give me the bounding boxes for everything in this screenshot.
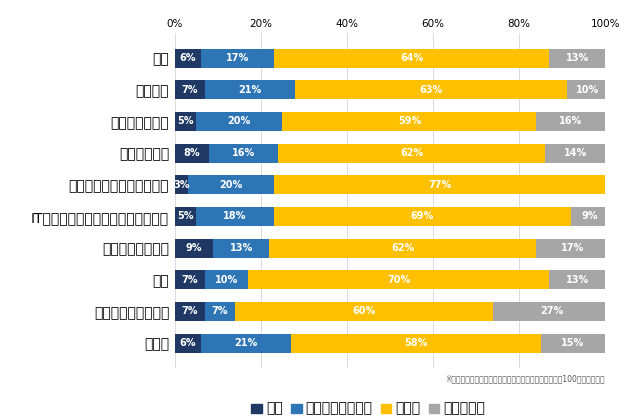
- Text: 58%: 58%: [404, 338, 427, 348]
- Text: 64%: 64%: [400, 53, 423, 63]
- Bar: [196, 112, 282, 131]
- Text: 69%: 69%: [411, 212, 434, 222]
- Bar: [175, 48, 200, 68]
- Bar: [571, 207, 610, 226]
- Bar: [549, 270, 605, 289]
- Bar: [175, 175, 188, 194]
- Bar: [209, 144, 278, 163]
- Bar: [537, 239, 610, 257]
- Text: 7%: 7%: [182, 275, 198, 285]
- Bar: [270, 239, 537, 257]
- Text: 18%: 18%: [223, 212, 246, 222]
- Text: 17%: 17%: [562, 243, 585, 253]
- Bar: [235, 302, 494, 321]
- Text: 14%: 14%: [563, 148, 587, 158]
- Text: 9%: 9%: [582, 212, 598, 222]
- Text: 17%: 17%: [225, 53, 249, 63]
- Bar: [175, 302, 205, 321]
- Text: 21%: 21%: [234, 338, 257, 348]
- Text: 63%: 63%: [419, 85, 442, 95]
- Bar: [540, 334, 605, 353]
- Bar: [175, 270, 205, 289]
- Text: 3%: 3%: [173, 180, 190, 190]
- Bar: [200, 334, 291, 353]
- Bar: [200, 48, 274, 68]
- Text: 27%: 27%: [540, 306, 563, 316]
- Bar: [248, 270, 549, 289]
- Bar: [274, 207, 571, 226]
- Text: 21%: 21%: [238, 85, 261, 95]
- Bar: [175, 239, 213, 257]
- Bar: [196, 207, 274, 226]
- Bar: [274, 48, 549, 68]
- Bar: [205, 80, 295, 99]
- Bar: [295, 80, 567, 99]
- Text: 20%: 20%: [228, 117, 251, 127]
- Text: 6%: 6%: [179, 338, 196, 348]
- Text: 9%: 9%: [186, 243, 202, 253]
- Bar: [549, 48, 605, 68]
- Bar: [175, 334, 200, 353]
- Text: 13%: 13%: [230, 243, 253, 253]
- Text: 7%: 7%: [182, 85, 198, 95]
- Text: 77%: 77%: [428, 180, 451, 190]
- Bar: [175, 80, 205, 99]
- Bar: [278, 144, 545, 163]
- Bar: [494, 302, 610, 321]
- Text: 15%: 15%: [562, 338, 585, 348]
- Text: 16%: 16%: [559, 117, 582, 127]
- Bar: [175, 144, 209, 163]
- Text: 13%: 13%: [566, 53, 589, 63]
- Bar: [175, 207, 196, 226]
- Bar: [545, 144, 605, 163]
- Bar: [567, 80, 610, 99]
- Bar: [213, 239, 270, 257]
- Legend: いる, いる可能性がある, いない, わからない: いる, いる可能性がある, いない, わからない: [247, 397, 490, 418]
- Bar: [188, 175, 274, 194]
- Text: 10%: 10%: [577, 85, 600, 95]
- Text: 5%: 5%: [177, 212, 193, 222]
- Bar: [282, 112, 537, 131]
- Bar: [205, 302, 235, 321]
- Text: 8%: 8%: [183, 148, 200, 158]
- Text: 7%: 7%: [182, 306, 198, 316]
- Text: 70%: 70%: [387, 275, 410, 285]
- Text: 62%: 62%: [400, 148, 423, 158]
- Bar: [537, 112, 605, 131]
- Text: 6%: 6%: [179, 53, 196, 63]
- Text: 20%: 20%: [219, 180, 242, 190]
- Text: 7%: 7%: [212, 306, 228, 316]
- Text: ※小数点以下を四捨五入しているため、必ずしも合計が100にならない。: ※小数点以下を四捨五入しているため、必ずしも合計が100にならない。: [446, 375, 605, 384]
- Text: 16%: 16%: [232, 148, 255, 158]
- Bar: [291, 334, 540, 353]
- Bar: [274, 175, 605, 194]
- Text: 13%: 13%: [566, 275, 589, 285]
- Text: 62%: 62%: [391, 243, 414, 253]
- Text: 60%: 60%: [353, 306, 376, 316]
- Bar: [175, 112, 196, 131]
- Text: 59%: 59%: [397, 117, 421, 127]
- Bar: [205, 270, 248, 289]
- Text: 5%: 5%: [177, 117, 193, 127]
- Text: 10%: 10%: [215, 275, 238, 285]
